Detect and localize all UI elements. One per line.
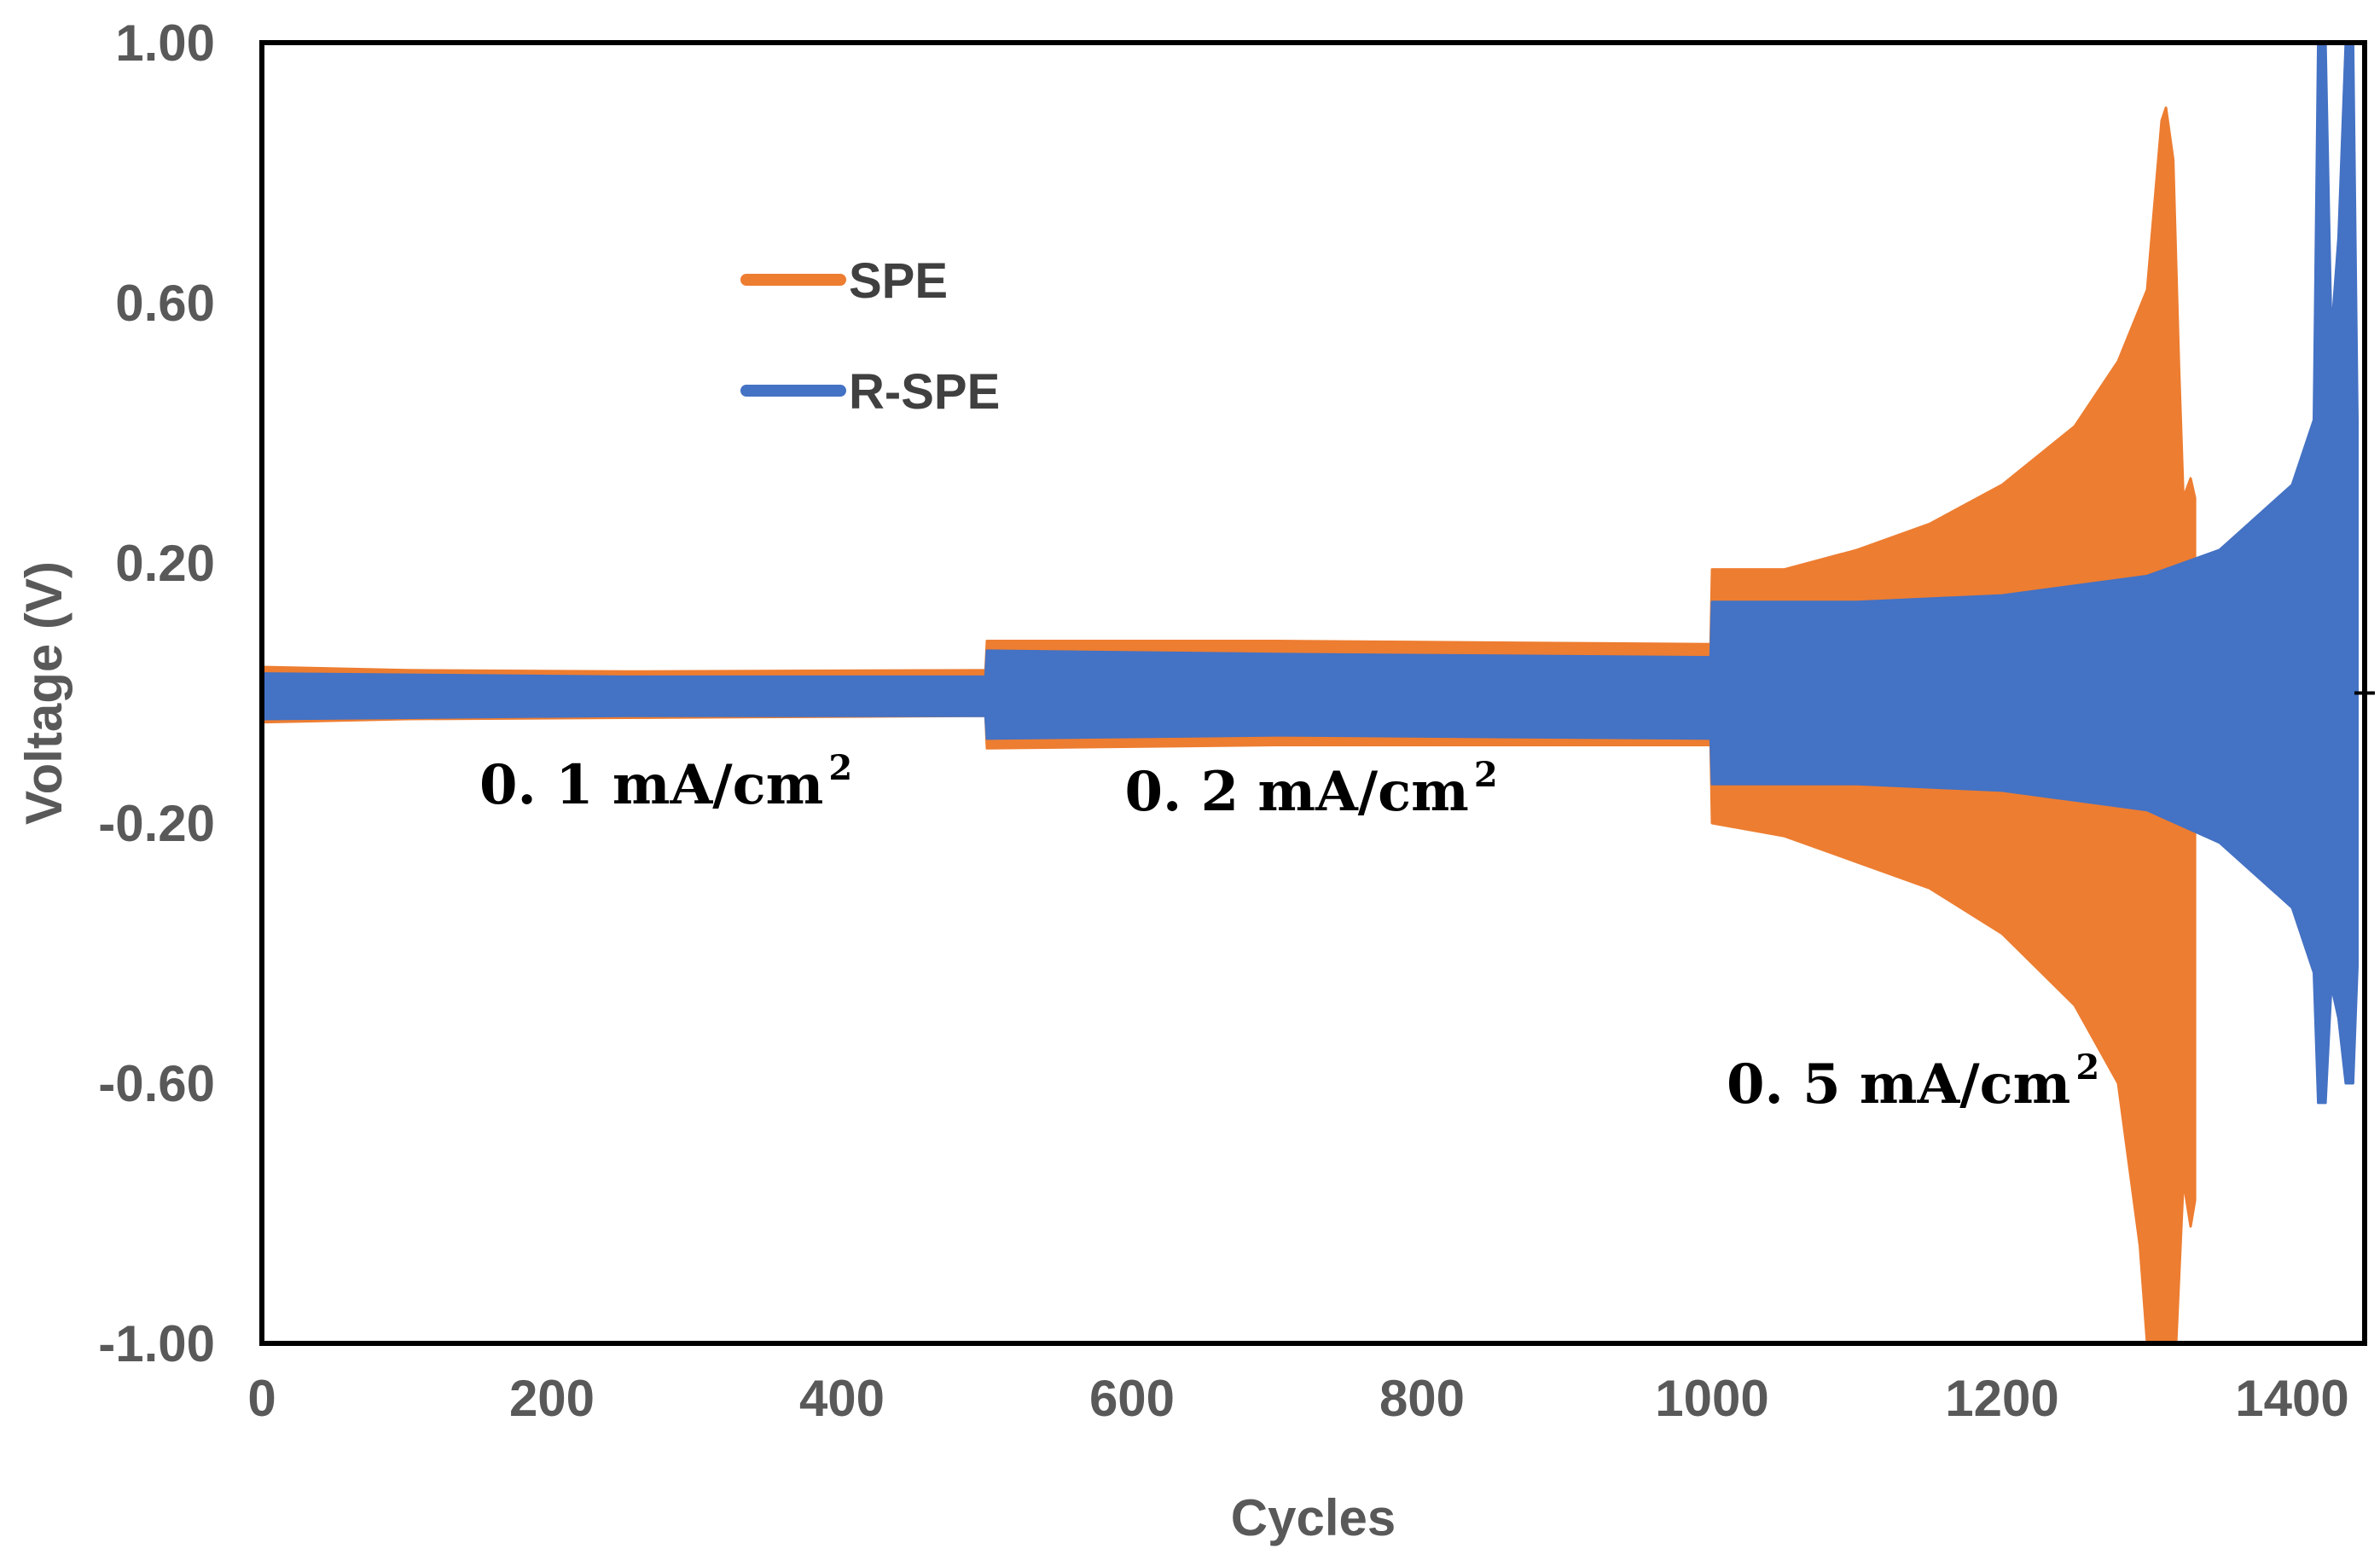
legend-label-spe: SPE [849,253,948,309]
x-axis-title: Cycles [1231,1489,1396,1546]
y-tick-label: 0.20 [115,535,215,592]
x-tick-label: 400 [799,1370,885,1427]
x-tick-label: 600 [1089,1370,1175,1427]
x-tick-label: 200 [509,1370,595,1427]
plot-area [262,43,2359,1343]
legend: SPE R-SPE [740,253,1000,420]
x-tick-label: 800 [1379,1370,1465,1427]
y-axis-title: Voltage (V) [15,561,73,825]
y-tick-label: -0.60 [98,1055,215,1112]
current-density-label: 0. 1 mA/cm 2 [479,748,852,817]
axes: 1.00 0.60 0.20 -0.20 -0.60 -1.00 0 200 400 600 800… [15,14,2375,1546]
y-tick-label: -0.20 [98,795,215,852]
current-density-label: 0. 5 mA/cm 2 [1727,1047,2099,1116]
y-tick-label: -1.00 [98,1315,215,1372]
annotations: 0. 1 mA/cm 2 0. 2 mA/cm 2 0. 5 mA/cm 2 [479,748,2099,1116]
y-tick-label: 1.00 [115,14,215,72]
x-tick-label: 1000 [1655,1370,1768,1427]
series-r-spe-band [262,43,2359,1105]
y-tick-label: 0.60 [115,275,215,332]
legend-label-r-spe: R-SPE [849,364,1000,420]
current-density-label: 0. 2 mA/cm 2 [1125,755,1498,824]
x-tick-label: 0 [247,1370,276,1427]
x-tick-label: 1200 [1945,1370,2058,1427]
x-tick-label: 1400 [2235,1370,2348,1427]
